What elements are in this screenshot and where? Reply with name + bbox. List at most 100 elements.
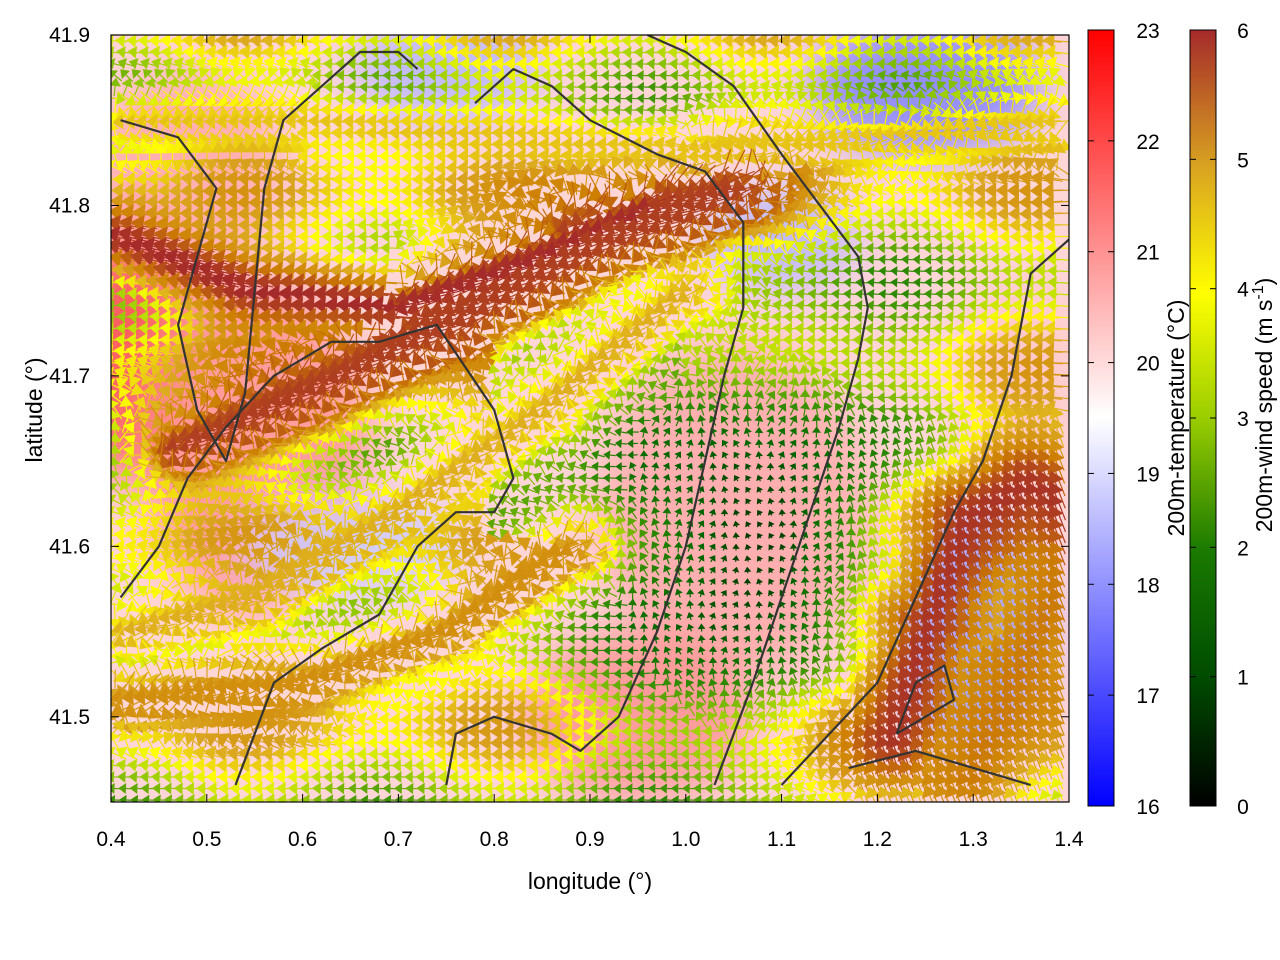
wind-arrow-head [415,57,425,71]
wind-arrow-shaft [114,74,123,82]
wind-arrow-head [215,35,227,49]
wind-arrow-head [381,58,391,70]
wind-arrow-head [1001,68,1014,81]
wind-arrow-shaft [179,85,186,98]
wind-arrow-head [647,70,656,81]
wind-arrow-head [873,35,884,48]
wind-arrow-head [368,35,378,48]
wind-arrow-head [471,80,482,94]
wind-arrow-head [155,77,168,88]
wind-arrow-head [692,81,702,93]
wind-arrow-head [646,58,655,70]
wind-arrow-head [1010,56,1023,71]
wind-arrow-head [416,69,425,82]
wind-arrow [142,68,157,83]
wind-arrow-head [769,56,780,72]
wind-arrow-head [279,67,291,79]
wind-arrow-head [967,68,979,81]
wind-arrow-head [766,35,779,49]
wind-arrow-head [526,44,538,60]
wind-arrow-shaft [145,85,151,97]
wind-arrow-head [974,35,987,49]
wind-arrow-head [828,57,839,71]
wind-arrow-head [633,46,643,59]
wind-arrow-head [438,69,448,82]
wind-arrow-head [701,57,712,71]
wind-arrow-head [446,35,458,49]
wind-arrow-head [402,35,413,48]
wind-arrow-head [427,81,437,93]
wind-arrow-head [878,81,888,92]
wind-arrow-head [805,68,816,82]
wind-arrow-head [457,35,469,49]
wind-arrow-head [516,56,527,72]
wind-arrow-head [612,69,621,82]
wind-arrow-head [435,35,446,49]
wind-arrow-head [426,57,436,71]
wind-arrow-head [553,80,563,94]
wind-arrow-head [815,45,826,60]
wind-arrow-shaft [741,223,764,226]
wind-arrow-head [237,35,250,49]
wind-arrow-head [954,45,965,60]
wind-arrow-head [963,35,975,49]
wind-arrow-head [609,35,620,48]
wind-arrow-head [471,68,482,83]
wind-arrow-head [818,80,829,93]
wind-arrow-head [854,81,864,92]
wind-arrow-head [574,45,585,60]
wind-arrow-head [359,69,368,82]
wind-arrow-head [1032,44,1044,60]
wind-arrow-head [990,68,1002,81]
wind-arrow-head [192,35,205,49]
temperature-blob [599,341,868,683]
wind-arrow-head [504,56,516,72]
wind-arrow-head [746,56,757,71]
wind-arrow-head [691,69,701,82]
wind-arrow-head [668,57,678,70]
wind-arrow-head [470,56,481,71]
wind-arrow-head [116,46,126,59]
wind-arrow-head [814,35,826,49]
wind-arrow-head [862,35,873,48]
wind-arrow-head [458,44,470,60]
wind-arrow-head [250,44,263,60]
wind-arrow-head [370,58,379,70]
wind-arrow-head [1031,35,1044,49]
wind-arrow-shaft [734,107,737,122]
wind-arrow-head [732,35,745,49]
wind-arrow-head [95,226,109,244]
wind-arrow-head [267,67,280,79]
wind-arrow-head [710,35,722,49]
wind-arrow-shaft [861,86,871,91]
wind-arrow-head [743,35,756,49]
wind-arrow-head [184,56,196,70]
wind-arrow-head [154,68,165,79]
wind-arrow-head [999,56,1011,71]
wind-arrow-head [405,81,414,93]
wind-arrow-head [841,69,851,82]
wind-arrow-head [479,35,492,49]
wind-arrow-shaft [1053,189,1069,192]
wind-arrow-head [621,35,631,48]
wind-arrow-head [436,45,447,60]
wind-arrow-head [803,44,815,60]
wind-arrow-shaft [167,85,174,97]
wind-arrow-head [201,76,215,88]
wind-arrow-shaft [156,85,163,97]
wind-arrow-head [886,46,896,59]
wind-arrow-head [515,44,527,60]
wind-arrow-head [562,45,573,60]
wind-arrow-head [932,45,942,59]
wind-arrow-head [221,66,234,79]
wind-arrow-shaft [919,86,927,93]
wind-arrow-head [263,56,276,71]
wind-arrow-head [747,68,758,83]
wind-arrow-head [897,35,907,48]
wind-arrow-head [659,81,667,93]
wind-arrow-head [335,69,345,82]
wind-arrow-head [945,69,956,81]
wind-arrow [178,76,191,98]
wind-arrow [131,69,145,83]
wind-arrow-head [379,35,390,48]
